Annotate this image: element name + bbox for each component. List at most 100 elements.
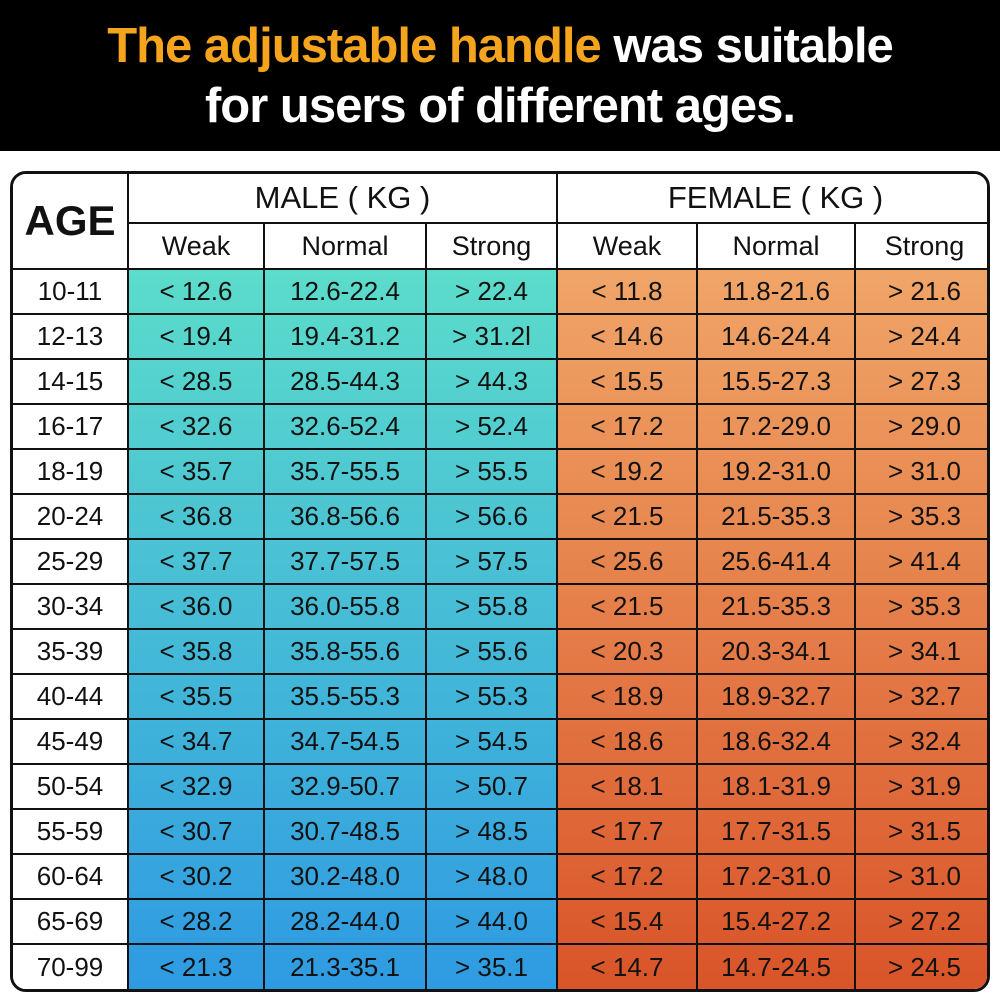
female-strong-cell: > 34.1 [853,628,987,675]
male-weak-cell: < 35.5 [127,673,265,720]
age-cell: 16-17 [13,403,129,450]
female-strong-cell: > 31.5 [853,808,987,855]
female-strong-cell: > 27.3 [853,358,987,405]
male-weak-cell: < 28.5 [127,358,265,405]
male-strong-cell: > 44.0 [425,898,558,945]
female-strong-cell: > 32.4 [853,718,987,765]
age-cell: 30-34 [13,583,129,630]
female-weak-cell: < 21.5 [556,583,698,630]
title-rest-text: was suitable [600,18,893,73]
female-weak-header: Weak [556,222,698,270]
male-normal-cell: 19.4-31.2 [263,313,427,360]
female-weak-cell: < 11.8 [556,268,698,315]
table-row: 40-44 < 35.5 35.5-55.3 > 55.3 < 18.9 18.9-32.… [13,673,987,720]
table-row: 12-13 < 19.4 19.4-31.2 > 31.2l < 14.6 14.6-24… [13,313,987,360]
female-weak-cell: < 18.6 [556,718,698,765]
age-cell: 55-59 [13,808,129,855]
male-weak-cell: < 28.2 [127,898,265,945]
group-header-row: AGE MALE ( KG ) FEMALE ( KG ) [13,174,987,270]
male-normal-cell: 32.9-50.7 [263,763,427,810]
age-cell: 20-24 [13,493,129,540]
table-row: 16-17 < 32.6 32.6-52.4 > 52.4 < 17.2 17.2-29.… [13,403,987,450]
male-strong-cell: > 52.4 [425,403,558,450]
age-cell: 10-11 [13,268,129,315]
table-row: 10-11 < 12.6 12.6-22.4 > 22.4 < 11.8 11.8-21.… [13,268,987,315]
female-weak-cell: < 19.2 [556,448,698,495]
title-banner: The adjustable handle was suitable for u… [0,0,1000,151]
male-strong-cell: > 55.6 [425,628,558,675]
age-cell: 35-39 [13,628,129,675]
table-row: 35-39 < 35.8 35.8-55.6 > 55.6 < 20.3 20.3-34.… [13,628,987,675]
male-weak-cell: < 35.8 [127,628,265,675]
male-weak-cell: < 36.0 [127,583,265,630]
female-normal-cell: 17.7-31.5 [696,808,856,855]
female-normal-cell: 18.1-31.9 [696,763,856,810]
female-strong-header: Strong [853,222,987,270]
female-normal-cell: 15.5-27.3 [696,358,856,405]
female-normal-cell: 18.6-32.4 [696,718,856,765]
female-normal-cell: 21.5-35.3 [696,583,856,630]
male-normal-cell: 32.6-52.4 [263,403,427,450]
female-weak-cell: < 15.4 [556,898,698,945]
table-header: AGE MALE ( KG ) FEMALE ( KG ) Weak Norma… [13,174,987,270]
female-weak-cell: < 21.5 [556,493,698,540]
title-accent-text: The adjustable handle [107,18,602,73]
female-strong-cell: > 31.9 [853,763,987,810]
male-normal-cell: 35.5-55.3 [263,673,427,720]
male-weak-cell: < 36.8 [127,493,265,540]
title-line-1: The adjustable handle was suitable [107,16,894,76]
female-weak-cell: < 17.2 [556,403,698,450]
female-weak-cell: < 14.6 [556,313,698,360]
male-strong-header: Strong [425,222,558,270]
female-weak-cell: < 14.7 [556,943,698,989]
female-strong-cell: > 24.5 [853,943,987,989]
female-weak-cell: < 25.6 [556,538,698,585]
female-weak-cell: < 17.7 [556,808,698,855]
table-row: 70-99 < 21.3 21.3-35.1 > 35.1 < 14.7 14.7-24.… [13,943,987,989]
female-strong-cell: > 35.3 [853,583,987,630]
table-body: 10-11 < 12.6 12.6-22.4 > 22.4 < 11.8 11.8-21.… [13,268,987,989]
male-strong-cell: > 55.5 [425,448,558,495]
female-normal-cell: 17.2-31.0 [696,853,856,900]
male-weak-cell: < 32.6 [127,403,265,450]
table-row: 14-15 < 28.5 28.5-44.3 > 44.3 < 15.5 15.5-27.… [13,358,987,405]
age-cell: 50-54 [13,763,129,810]
male-strong-cell: > 44.3 [425,358,558,405]
female-weak-cell: < 20.3 [556,628,698,675]
male-normal-cell: 28.2-44.0 [263,898,427,945]
age-cell: 45-49 [13,718,129,765]
male-weak-header: Weak [128,222,265,270]
female-group-header: FEMALE ( KG ) [555,174,987,224]
male-strong-cell: > 31.2l [425,313,558,360]
male-weak-cell: < 35.7 [127,448,265,495]
female-weak-cell: < 17.2 [556,853,698,900]
male-strong-cell: > 55.3 [425,673,558,720]
female-strong-cell: > 32.7 [853,673,987,720]
male-weak-cell: < 32.9 [127,763,265,810]
male-strong-cell: > 48.5 [425,808,558,855]
table-row: 18-19 < 35.7 35.7-55.5 > 55.5 < 19.2 19.2-31.… [13,448,987,495]
female-strong-cell: > 21.6 [853,268,987,315]
female-normal-cell: 15.4-27.2 [696,898,856,945]
age-cell: 65-69 [13,898,129,945]
male-weak-cell: < 37.7 [127,538,265,585]
female-weak-cell: < 15.5 [556,358,698,405]
female-normal-cell: 21.5-35.3 [696,493,856,540]
female-weak-cell: < 18.9 [556,673,698,720]
male-group-header: MALE ( KG ) [127,174,558,224]
sub-header-row: Weak Normal Strong Weak Normal Strong [13,222,987,270]
table-row: 20-24 < 36.8 36.8-56.6 > 56.6 < 21.5 21.5-35.… [13,493,987,540]
male-strong-cell: > 56.6 [425,493,558,540]
female-normal-cell: 14.6-24.4 [696,313,856,360]
table-row: 30-34 < 36.0 36.0-55.8 > 55.8 < 21.5 21.5-35.… [13,583,987,630]
male-normal-cell: 12.6-22.4 [263,268,427,315]
table-row: 50-54 < 32.9 32.9-50.7 > 50.7 < 18.1 18.1-31.… [13,763,987,810]
male-strong-cell: > 48.0 [425,853,558,900]
female-strong-cell: > 29.0 [853,403,987,450]
table-row: 45-49 < 34.7 34.7-54.5 > 54.5 < 18.6 18.6-32.… [13,718,987,765]
female-normal-cell: 14.7-24.5 [696,943,856,989]
female-normal-cell: 19.2-31.0 [696,448,856,495]
title-line-2: for users of different ages. [204,78,796,133]
male-normal-cell: 36.0-55.8 [263,583,427,630]
female-strong-cell: > 35.3 [853,493,987,540]
